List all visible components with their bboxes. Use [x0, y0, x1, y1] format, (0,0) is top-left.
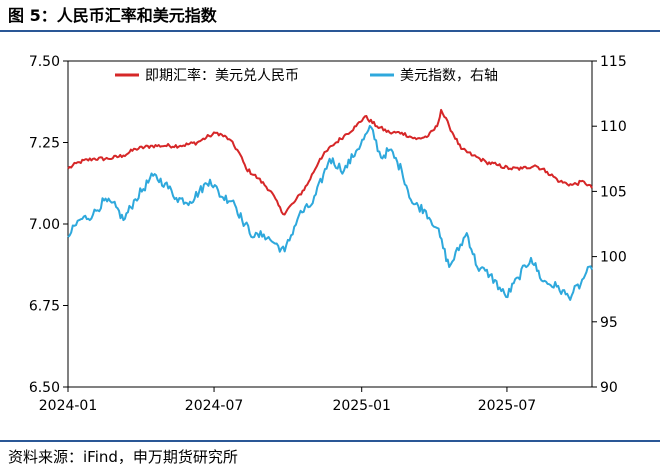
y-right-tick-label: 95 [600, 315, 618, 331]
y-right-tick-label: 105 [600, 184, 627, 200]
x-tick-label: 2025-01 [332, 398, 391, 414]
top-rule [0, 30, 660, 32]
y-right-tick-label: 100 [600, 250, 627, 266]
y-left-tick-label: 7.00 [29, 217, 60, 233]
y-left-tick-label: 7.25 [29, 136, 60, 152]
y-right-tick-label: 90 [600, 380, 618, 396]
y-left-tick-label: 6.50 [29, 380, 60, 396]
bottom-rule [0, 440, 660, 442]
x-tick-label: 2024-01 [39, 398, 98, 414]
y-left-tick-label: 6.75 [29, 299, 60, 315]
figure-title: 图 5：人民币汇率和美元指数 [8, 6, 217, 25]
plot-frame [67, 60, 593, 388]
legend: 即期汇率：美元兑人民币 美元指数，右轴 [115, 67, 498, 84]
y-right-tick-label: 110 [600, 119, 627, 135]
source-note: 资料来源：iFind，申万期货研究所 [8, 448, 238, 466]
dual-axis-line-chart: 6.50 6.75 7.00 7.25 7.50 90 95 100 105 110 115 2024… [29, 54, 627, 414]
series-line-dxy [67, 124, 593, 301]
axes: 6.50 6.75 7.00 7.25 7.50 90 95 100 105 110 115 2024… [29, 54, 627, 414]
x-tick-label: 2024-07 [185, 398, 244, 414]
x-tick-label: 2025-07 [478, 398, 537, 414]
series-lines [67, 108, 593, 301]
legend-label: 即期汇率：美元兑人民币 [145, 67, 299, 84]
y-left-tick-label: 7.50 [29, 54, 60, 70]
series-line-usdcny [67, 108, 593, 216]
legend-label: 美元指数，右轴 [400, 68, 498, 84]
y-right-tick-label: 115 [600, 54, 627, 70]
